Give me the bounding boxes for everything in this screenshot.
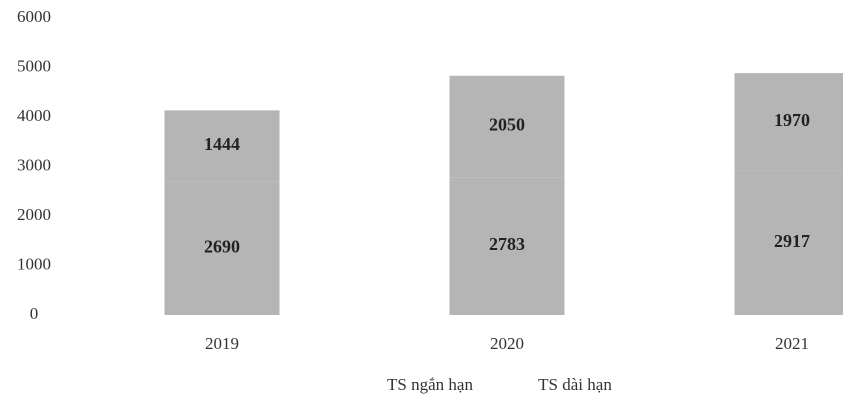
legend-label: TS ngắn hạn	[387, 375, 473, 394]
legend-label: TS dài hạn	[538, 375, 612, 394]
y-tick-label: 0	[30, 304, 39, 323]
x-tick-label: 2021	[775, 334, 809, 353]
bar-segment	[734, 170, 843, 315]
bar-segment	[164, 110, 280, 182]
y-tick-label: 5000	[17, 56, 51, 75]
value-label: 1970	[774, 110, 810, 130]
x-tick-label: 2020	[490, 334, 524, 353]
value-label: 2917	[774, 231, 810, 251]
y-tick-label: 6000	[17, 7, 51, 26]
y-tick-label: 4000	[17, 106, 51, 125]
value-label: 2690	[204, 237, 240, 257]
value-label: 2050	[489, 115, 525, 135]
x-tick-label: 2019	[205, 334, 239, 353]
bar-segment	[449, 177, 565, 315]
bar-segment	[734, 73, 843, 171]
y-tick-label: 3000	[17, 155, 51, 174]
value-label: 2783	[489, 234, 525, 254]
y-tick-label: 2000	[17, 205, 51, 224]
y-tick-label: 1000	[17, 254, 51, 273]
value-label: 1444	[204, 134, 240, 154]
bar-segment	[164, 181, 280, 315]
bar-segment	[449, 75, 565, 178]
